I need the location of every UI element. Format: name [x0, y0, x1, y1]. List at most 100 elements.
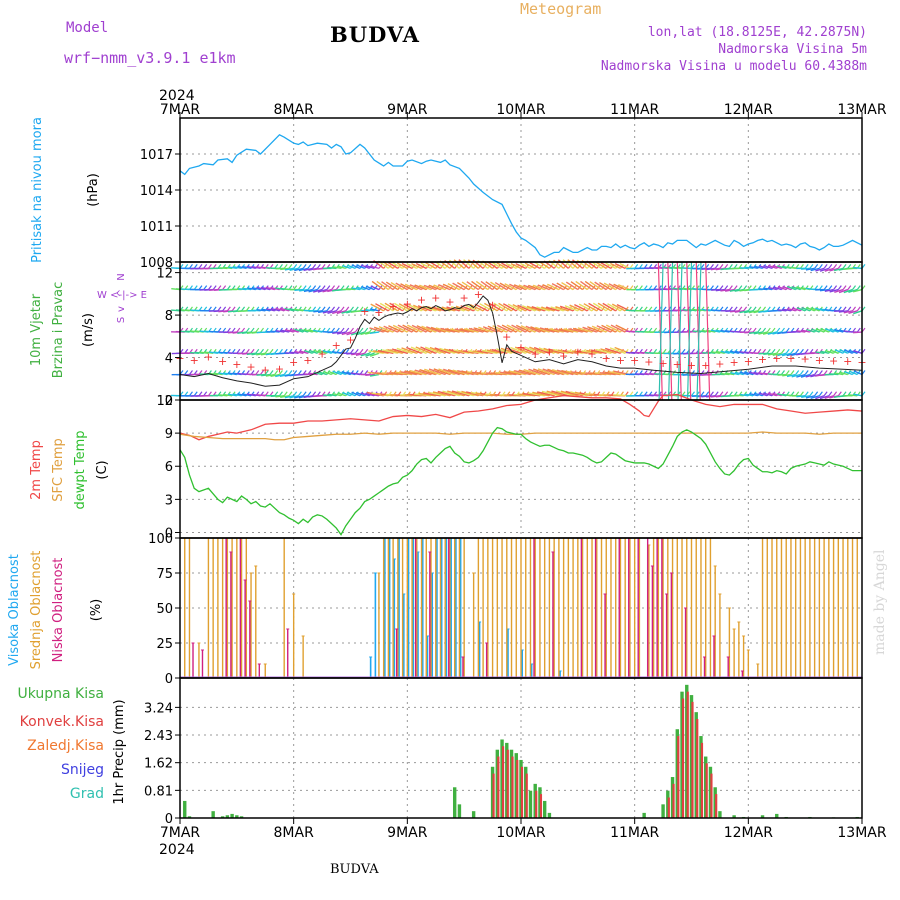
made-by-watermark: made by Angel	[872, 549, 888, 656]
wind-barb	[583, 303, 598, 312]
wind-barb	[247, 287, 256, 291]
wind-gust-marker: +	[403, 298, 412, 311]
wind-barb-flag	[781, 285, 785, 290]
wind-barb	[499, 371, 517, 376]
wind-barb	[443, 348, 460, 354]
wind-barb-flag	[766, 327, 771, 333]
convective-precip-bar	[506, 749, 509, 818]
wind-barb-flag	[236, 306, 241, 312]
wind-barb-flag	[278, 391, 283, 397]
wind-barb	[533, 368, 550, 376]
wind-barb-flag	[278, 264, 283, 269]
wind-barb	[459, 328, 474, 333]
wind-barb-flag	[297, 391, 302, 397]
wind-barb	[419, 284, 432, 291]
wind-barb	[577, 327, 593, 333]
wind-barb	[429, 346, 446, 354]
wind-barb	[223, 266, 233, 270]
wind-barb-flag	[255, 370, 260, 375]
wind-barb-flag	[847, 285, 852, 290]
wind-barb	[587, 326, 602, 333]
wind-gust-marker: +	[332, 339, 341, 352]
wind-barb-flag	[241, 348, 246, 354]
wind-barb	[829, 373, 839, 376]
wind-gust-marker: +	[801, 353, 810, 366]
wind-barb	[303, 288, 313, 293]
wind-barb	[383, 325, 399, 333]
wind-barb-flag	[818, 264, 823, 269]
wind-barb	[478, 326, 493, 333]
wind-barb	[551, 369, 569, 376]
high-cloud-label: Visoka Oblacnost	[7, 554, 22, 666]
wind-barb-flag	[705, 391, 710, 397]
wind-barb-flag	[359, 348, 364, 354]
top-time-label: 11MAR	[610, 102, 659, 118]
wind-label: 10m Vjetar	[29, 293, 44, 366]
wind-barb	[448, 348, 465, 354]
wind-barb	[494, 281, 508, 291]
wind-barb-flag	[743, 306, 748, 312]
wind-barb	[800, 373, 811, 378]
wind-barb	[294, 288, 304, 292]
wind-barb	[332, 331, 342, 334]
bottom-time-label: 8MAR	[274, 825, 315, 841]
wind-gust-marker: +	[218, 355, 227, 368]
wind-barb-flag	[728, 285, 733, 290]
wind-barb-flag	[278, 348, 283, 354]
wind-barb	[518, 284, 531, 291]
wind-barb-flag	[714, 391, 719, 397]
wind-barb	[533, 346, 550, 354]
top-time-label: 8MAR	[274, 102, 315, 118]
total-precip-bar	[528, 790, 533, 818]
wind-barb-flag	[207, 391, 212, 397]
wind-barb	[447, 390, 465, 397]
wind-barb	[491, 261, 503, 269]
convective-precip-bar	[516, 759, 519, 818]
wind-barb	[570, 281, 583, 291]
wind-barb	[852, 288, 863, 293]
wind-barb-flag	[331, 327, 336, 333]
wind-barb	[610, 262, 621, 269]
wind-barb	[589, 281, 602, 291]
wind-barb	[461, 390, 479, 397]
wind-barb-flag	[297, 370, 302, 375]
wind-barb	[428, 368, 446, 376]
wind-barb	[843, 310, 853, 314]
lonlat-label: lon,lat (18.8125E, 42.2875N)	[647, 25, 867, 40]
wind-barb	[564, 305, 579, 312]
wind-barb	[595, 261, 607, 269]
wind-barb	[556, 369, 574, 376]
wind-barb-flag	[245, 327, 250, 333]
wind-barb	[423, 284, 436, 291]
wind-barb-flag	[795, 348, 800, 354]
wind-barb	[526, 305, 541, 312]
wind-barb-flag	[203, 264, 208, 269]
wind-barb	[222, 372, 233, 376]
wind-barb	[829, 395, 839, 399]
wind-barb	[265, 286, 275, 291]
year-label-top: 2024	[159, 88, 195, 104]
wind-barb	[768, 286, 777, 291]
wind-barb-flag	[743, 285, 748, 290]
wind-barb	[294, 267, 304, 272]
wind-barb	[261, 373, 271, 377]
wind-barb	[805, 395, 815, 399]
wind-barb	[394, 302, 408, 312]
wind-barb	[820, 350, 830, 354]
wind-barb-flag	[691, 391, 695, 397]
wind-barb-flag	[364, 348, 369, 354]
wind-barb	[361, 285, 370, 291]
wind-barb	[496, 262, 508, 269]
wind-barb	[435, 327, 451, 333]
wind-gust-marker: +	[531, 348, 540, 361]
wind-barb	[270, 373, 280, 377]
wind-barb	[350, 331, 361, 336]
wind-barb-flag	[188, 370, 193, 375]
wind-barb-flag	[241, 306, 246, 312]
y-tick-label: 100	[148, 532, 173, 547]
wind-barb-flag	[331, 285, 336, 290]
wind-barb	[313, 349, 323, 354]
wind-barb	[588, 302, 602, 312]
wind-barb	[465, 304, 479, 312]
wind-barb-flag	[250, 327, 255, 333]
